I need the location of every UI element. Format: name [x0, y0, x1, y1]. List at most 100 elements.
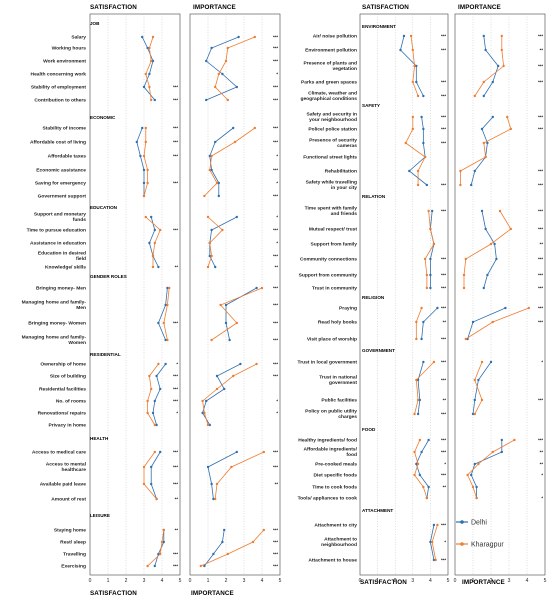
delhi-series-line	[421, 307, 438, 340]
kharagpur-series-line	[163, 287, 170, 341]
delhi-point	[427, 438, 430, 442]
row-label-line: Renovations/ repairs	[38, 411, 87, 417]
kharagpur-point	[206, 423, 210, 427]
row-label-line: and friends	[331, 211, 358, 217]
row-label: Safety while travelling in your city	[306, 180, 358, 192]
row-label-line: Time to cook foods	[312, 485, 357, 491]
row-label-line: field	[76, 256, 86, 262]
delhi-point	[486, 141, 489, 145]
delhi-point	[500, 450, 503, 454]
kharagpur-series-line	[145, 36, 154, 101]
row-label-line: Stability of employment	[31, 85, 87, 91]
significance-marker: **	[540, 450, 544, 455]
kharagpur-point	[480, 360, 484, 364]
kharagpur-point	[146, 411, 149, 415]
significance-marker: *	[541, 473, 543, 478]
panel-title-importance: IMPORTANCE	[193, 4, 236, 11]
significance-marker: ***	[173, 85, 178, 90]
kharagpur-point	[162, 321, 165, 325]
delhi-point	[425, 183, 429, 187]
significance-marker: ***	[538, 306, 543, 311]
delhi-point	[500, 438, 503, 442]
row-label-line: Access to medical care	[32, 450, 86, 456]
row-label: Tools/ appliances to cook	[298, 496, 358, 502]
left-satisfaction-tick-label: 5	[179, 578, 182, 584]
significance-marker: ***	[441, 286, 446, 291]
delhi-series-line	[209, 127, 234, 196]
row-label: Managing home and family-Men	[22, 300, 87, 312]
row-label-line: Privacy in home	[48, 423, 86, 429]
significance-marker: ***	[441, 48, 446, 53]
kharagpur-point	[150, 59, 153, 63]
row-label-line: Safety while travelling	[306, 180, 357, 186]
legend-swatch-marker	[460, 520, 464, 524]
delhi-point	[205, 399, 208, 403]
kharagpur-point	[226, 46, 229, 50]
kharagpur-series-line	[211, 287, 263, 341]
delhi-point	[141, 35, 144, 39]
significance-marker: **	[540, 48, 544, 53]
significance-marker: ***	[538, 127, 543, 132]
x-axis-label-importance: IMPORTANCE	[462, 579, 505, 586]
right-importance-tick-label: 5	[544, 578, 547, 584]
row-label: Work environment	[43, 59, 86, 65]
significance-marker: ***	[173, 140, 178, 145]
delhi-point	[210, 228, 213, 232]
delhi-series-line	[136, 127, 145, 196]
row-label-line: Trust in national	[319, 375, 357, 381]
significance-marker: ***	[441, 257, 446, 262]
kharagpur-series-line	[463, 210, 512, 288]
significance-marker: ***	[273, 35, 278, 40]
delhi-series-line	[415, 439, 430, 499]
significance-marker: *	[276, 215, 278, 220]
delhi-point	[150, 482, 153, 486]
delhi-point	[422, 320, 425, 324]
kharagpur-point	[415, 337, 418, 341]
significance-marker: **	[275, 265, 279, 270]
kharagpur-point	[404, 141, 407, 145]
row-label: Privacy in home	[48, 423, 86, 429]
row-label: Presence of plants and vegetation	[303, 61, 357, 73]
row-label: Pre-cooked meals	[315, 462, 357, 468]
delhi-point	[420, 337, 423, 341]
kharagpur-point	[480, 398, 484, 402]
significance-marker: ***	[538, 183, 543, 188]
kharagpur-point	[230, 465, 233, 469]
significance-marker: ***	[538, 80, 543, 85]
significance-marker: ***	[273, 228, 278, 233]
delhi-point	[418, 473, 422, 477]
delhi-point	[159, 387, 162, 391]
kharagpur-point	[157, 362, 160, 366]
delhi-point	[420, 450, 423, 454]
kharagpur-series-line	[147, 363, 159, 426]
delhi-series-line	[408, 116, 428, 186]
kharagpur-point	[482, 80, 485, 84]
significance-marker: ***	[273, 286, 278, 291]
kharagpur-point	[210, 154, 213, 158]
left-satisfaction-tick-label: 1	[107, 578, 110, 584]
delhi-point	[473, 462, 476, 466]
group-title: SAFETY	[362, 103, 380, 108]
significance-marker: ***	[538, 34, 543, 39]
kharagpur-point	[413, 64, 416, 68]
delhi-point	[493, 242, 496, 246]
significance-marker: ***	[441, 115, 446, 120]
significance-marker: ***	[538, 286, 543, 291]
row-label-line: funds	[73, 217, 87, 223]
kharagpur-point	[411, 80, 414, 84]
significance-marker: ***	[173, 564, 178, 569]
left-satisfaction-tick-label: 0	[89, 578, 92, 584]
delhi-point	[201, 411, 204, 415]
kharagpur-point	[415, 378, 418, 382]
kharagpur-point	[142, 465, 146, 469]
delhi-point	[471, 320, 475, 324]
kharagpur-point	[491, 320, 494, 324]
row-label-line: Visit place of worship	[307, 337, 357, 343]
kharagpur-point	[473, 412, 476, 416]
kharagpur-point	[146, 181, 149, 185]
kharagpur-point	[148, 46, 151, 50]
delhi-point	[418, 398, 422, 402]
row-label: Travelling	[63, 552, 86, 558]
row-label-line: Managing home and family-	[22, 300, 87, 306]
